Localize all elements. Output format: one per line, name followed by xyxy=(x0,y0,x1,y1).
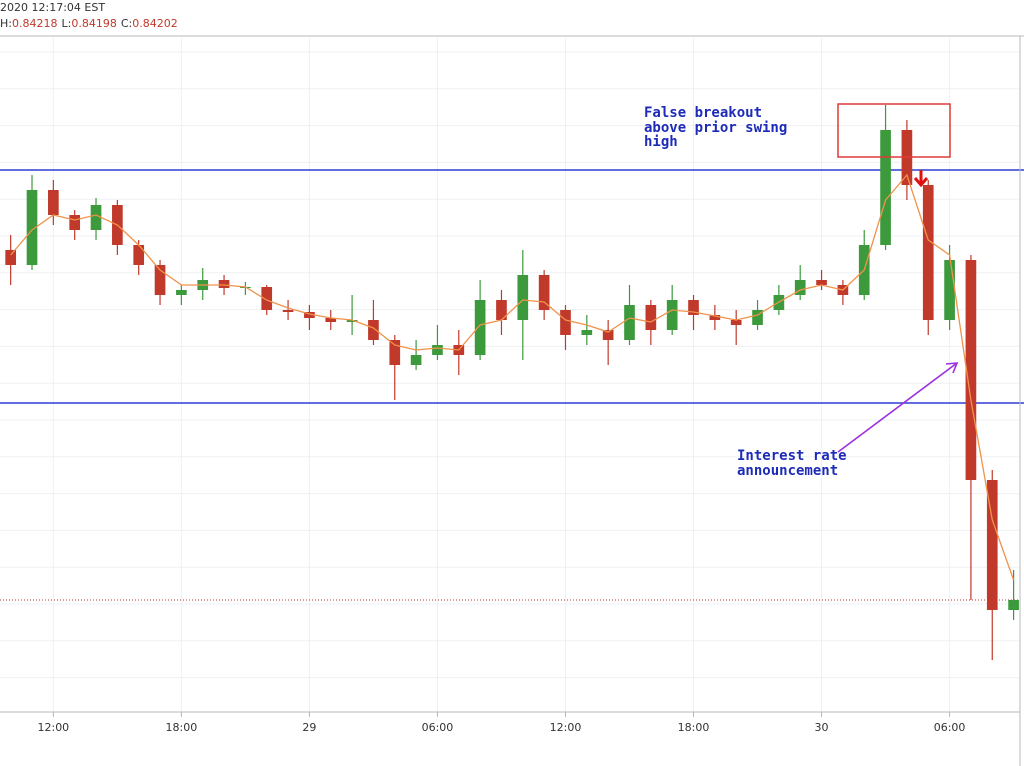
candle-body xyxy=(944,260,955,320)
candle-body xyxy=(325,318,337,322)
candle-body xyxy=(581,330,593,335)
candle-body xyxy=(666,300,678,330)
x-tick-label: 06:00 xyxy=(422,721,454,734)
candle-body xyxy=(880,130,891,245)
candle-body xyxy=(922,185,934,320)
candle-body xyxy=(538,275,550,310)
x-tick-label: 12:00 xyxy=(37,721,69,734)
annotation-line: Interest rate xyxy=(737,448,847,464)
grid xyxy=(0,38,1020,712)
candle-body xyxy=(90,205,102,230)
candle-body xyxy=(261,287,273,310)
candle-body xyxy=(133,245,145,265)
breakout-box xyxy=(837,103,951,158)
candle-body xyxy=(730,320,742,325)
candle-body xyxy=(496,300,507,320)
candle-body xyxy=(69,215,81,230)
c-label: C: xyxy=(121,17,132,30)
candle-body xyxy=(560,310,571,335)
l-label: L: xyxy=(61,17,71,30)
candle-body xyxy=(218,280,230,288)
ohlc-readout: H:0.84218 L:0.84198 C:0.84202 xyxy=(0,17,178,30)
annotation-line: above prior swing xyxy=(644,120,787,136)
candle-body xyxy=(410,355,422,365)
candle-body xyxy=(752,310,763,325)
candle-body xyxy=(154,265,166,295)
candle-body xyxy=(794,280,806,295)
x-tick-label: 18:00 xyxy=(166,721,198,734)
plot xyxy=(0,105,1024,660)
candle-body xyxy=(624,305,635,340)
candle-body xyxy=(282,310,294,312)
candle-body xyxy=(176,290,187,295)
candle-body xyxy=(26,190,38,265)
candle-body xyxy=(517,275,529,320)
candle-body xyxy=(5,250,17,265)
annotation-line: high xyxy=(644,134,678,150)
annotation-line: announcement xyxy=(737,463,838,479)
candle-body xyxy=(986,480,998,610)
candle-body xyxy=(602,330,614,340)
x-tick-label: 30 xyxy=(815,721,829,734)
candle-body xyxy=(1008,600,1019,610)
h-value: 0.84218 xyxy=(12,17,58,30)
c-value: 0.84202 xyxy=(132,17,178,30)
timestamp: 2020 12:17:04 EST xyxy=(0,1,105,14)
h-label: H: xyxy=(0,17,12,30)
candle-body xyxy=(48,190,59,215)
down-arrow xyxy=(913,170,929,188)
candle-body xyxy=(474,300,486,355)
candle-body xyxy=(645,305,657,330)
candle-body xyxy=(368,320,379,340)
x-tick-label: 06:00 xyxy=(934,721,966,734)
candle-body xyxy=(432,345,443,355)
x-tick-label: 12:00 xyxy=(550,721,582,734)
annotation-line: False breakout xyxy=(644,105,762,121)
candle-body xyxy=(709,315,721,320)
candle-body xyxy=(688,300,699,315)
candle-body xyxy=(346,320,358,322)
candle-body xyxy=(389,340,401,365)
x-tick-label: 18:00 xyxy=(678,721,710,734)
pointer-arrow xyxy=(837,362,959,453)
candle-body xyxy=(304,312,315,318)
l-value: 0.84198 xyxy=(71,17,117,30)
x-tick-label: 29 xyxy=(302,721,316,734)
candle-body xyxy=(816,280,827,285)
moving-average xyxy=(10,173,1015,581)
candle-body xyxy=(965,260,977,480)
